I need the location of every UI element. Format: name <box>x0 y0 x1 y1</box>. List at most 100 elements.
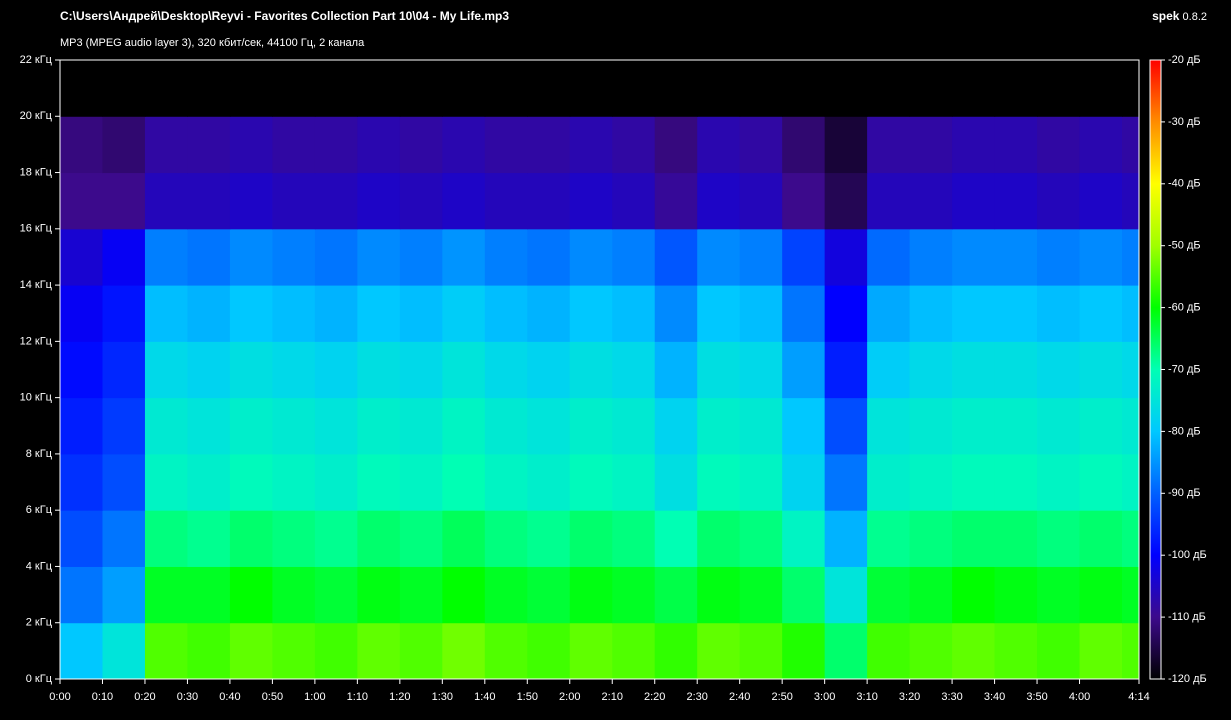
spectrum-cell <box>909 622 953 680</box>
spectrum-cell <box>102 172 146 230</box>
spectrum-cell <box>654 397 698 455</box>
spectrum-cell <box>442 566 486 624</box>
plot-frame <box>59 59 1140 680</box>
spectrum-cell <box>229 60 273 117</box>
spectrum-cell <box>654 341 698 399</box>
spectrum-cell <box>484 172 528 230</box>
spectrum-cell <box>612 60 656 117</box>
spectrum-cell <box>357 510 401 567</box>
spectrum-cell <box>527 510 571 567</box>
spectrum-cell <box>187 510 231 567</box>
y-tick-label: 16 кГц <box>20 223 53 235</box>
x-tick-label: 1:50 <box>517 691 538 703</box>
spectrum-cell <box>1122 341 1140 399</box>
spectrum-cell <box>187 397 231 455</box>
spectrum-cell <box>272 341 316 399</box>
spectrum-cell <box>569 566 613 624</box>
x-tick-label: 0:00 <box>49 691 70 703</box>
spectrum-cell <box>102 228 146 286</box>
y-tick-label: 4 кГц <box>26 560 53 572</box>
spectrum-cell <box>357 453 401 511</box>
spectrum-cell <box>527 397 571 455</box>
spectrum-cell <box>654 566 698 624</box>
spectrum-cell <box>357 228 401 286</box>
spectrum-cell <box>697 285 741 342</box>
spectrum-cell <box>399 453 443 511</box>
spectrum-cell <box>314 453 358 511</box>
spectrum-cell <box>399 60 443 117</box>
spectrum-cell <box>314 566 358 624</box>
spectrum-cell <box>994 116 1038 174</box>
spectrum-cell <box>612 453 656 511</box>
spectrum-cell <box>60 622 103 680</box>
spectrum-cell <box>399 228 443 286</box>
x-tick-label: 2:10 <box>602 691 623 703</box>
spectrum-cell <box>314 341 358 399</box>
spectrum-cell <box>484 60 528 117</box>
y-tick-label: 12 кГц <box>20 335 53 347</box>
spectrum-cell <box>314 622 358 680</box>
spectrum-cell <box>994 397 1038 455</box>
spectrum-cell <box>569 285 613 342</box>
spectrum-cell <box>994 510 1038 567</box>
spectrum-cell <box>1079 510 1123 567</box>
spectrum-cell <box>1122 397 1140 455</box>
spectrum-cell <box>187 172 231 230</box>
spectrum-cell <box>229 228 273 286</box>
spectrum-cell <box>399 116 443 174</box>
spectrum-cell <box>272 60 316 117</box>
spectrum-cell <box>782 116 826 174</box>
spectrum-cell <box>187 285 231 342</box>
colorbar-tick-label: -40 дБ <box>1168 178 1201 190</box>
spectrum-cell <box>739 510 783 567</box>
spectrum-cell <box>144 397 188 455</box>
x-tick-label: 3:50 <box>1026 691 1047 703</box>
spectrum-cell <box>739 116 783 174</box>
app-name: spek <box>1152 9 1180 23</box>
colorbar-tick-label: -20 дБ <box>1168 54 1201 66</box>
spectrum-cell <box>994 228 1038 286</box>
spectrum-cell <box>782 397 826 455</box>
spectrum-cell <box>484 285 528 342</box>
spectrum-cell <box>824 60 868 117</box>
spectrum-cell <box>867 228 911 286</box>
spectrum-cell <box>442 397 486 455</box>
spectrum-cell <box>654 510 698 567</box>
x-tick-label: 1:30 <box>432 691 453 703</box>
spectrum-cell <box>654 60 698 117</box>
spectrum-cell <box>102 566 146 624</box>
spectrum-cell <box>612 397 656 455</box>
spectrum-cell <box>909 116 953 174</box>
spectrum-cell <box>952 510 996 567</box>
spectrum-cell <box>229 622 273 680</box>
spectrum-cell <box>60 510 103 567</box>
spectrum-cell <box>60 172 103 230</box>
spectrum-cell <box>1037 285 1081 342</box>
spectrum-cell <box>1079 622 1123 680</box>
y-tick-label: 18 кГц <box>20 166 53 178</box>
spectrum-cell <box>314 285 358 342</box>
spectrum-cell <box>144 285 188 342</box>
spectrum-cell <box>994 172 1038 230</box>
spectrum-cell <box>867 453 911 511</box>
spectrum-cell <box>1122 116 1140 174</box>
x-tick-label: 1:10 <box>347 691 368 703</box>
spectrum-cell <box>952 172 996 230</box>
spectrum-cell <box>612 228 656 286</box>
spectrum-cell <box>867 285 911 342</box>
colorbar-tick-label: -80 дБ <box>1168 425 1201 437</box>
spectrum-cell <box>144 622 188 680</box>
spectrum-cell <box>1079 566 1123 624</box>
spectrum-cell <box>1079 453 1123 511</box>
x-tick-label: 3:30 <box>941 691 962 703</box>
x-tick-label: 3:10 <box>856 691 877 703</box>
spectrum-cell <box>1037 453 1081 511</box>
spectrum-cell <box>782 60 826 117</box>
spectrum-cell <box>272 622 316 680</box>
spectrum-cell <box>357 622 401 680</box>
x-tick-label: 1:40 <box>474 691 495 703</box>
spectrum-cell <box>399 341 443 399</box>
spectrum-cell <box>187 566 231 624</box>
spectrum-cell <box>1122 285 1140 342</box>
spectrum-cell <box>824 510 868 567</box>
